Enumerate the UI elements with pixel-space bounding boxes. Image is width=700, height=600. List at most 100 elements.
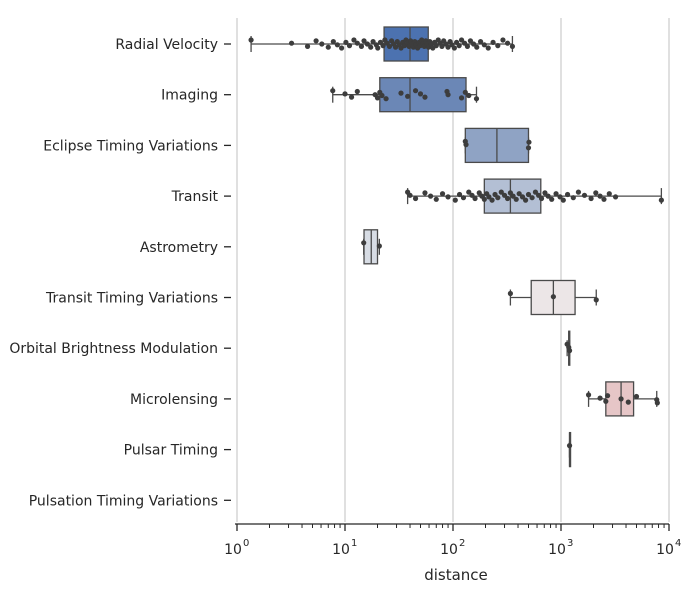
y-tick-label: Astrometry [140,240,218,256]
data-point [581,192,588,198]
data-point [445,44,451,50]
data-point [370,39,376,45]
data-point [354,40,360,46]
data-point [351,37,357,43]
x-tick-label: 10 [656,542,674,558]
data-point [346,43,353,49]
y-tick-label: Eclipse Timing Variations [43,138,218,154]
x-tick-label-exponent: 1 [351,538,357,549]
x-tick-label: 10 [332,542,350,558]
x-tick-label-exponent: 0 [243,538,249,549]
data-point [472,195,478,202]
x-tick-label: 10 [440,542,458,558]
x-axis-title: distance [424,566,488,584]
data-point [654,400,660,406]
data-point [513,196,519,202]
data-point [376,243,382,249]
y-tick-label: Imaging [161,88,218,104]
data-point [342,91,348,97]
data-point [585,392,592,398]
data-point [481,196,487,202]
x-tick-label-exponent: 2 [459,538,465,549]
data-point [526,139,532,145]
data-point [504,40,511,46]
data-point [500,37,506,43]
data-point [354,88,360,95]
data-point [330,39,336,45]
data-point [456,191,463,198]
data-point [313,38,319,44]
data-point [368,44,374,50]
data-point [466,92,472,99]
data-point [545,193,551,199]
data-point [604,393,611,399]
data-point [477,39,484,45]
data-point [433,196,439,202]
data-point [433,43,439,49]
data-point [375,45,381,51]
data-point [593,297,599,303]
data-point [504,195,511,202]
data-point [456,43,462,49]
data-point [597,193,603,199]
x-tick-label-exponent: 3 [567,538,573,549]
data-point [625,399,631,405]
data-point [495,195,501,201]
data-point [633,393,640,400]
data-point [519,194,526,200]
data-point [566,348,573,354]
data-point [364,41,370,47]
data-point [383,96,389,102]
data-point [439,43,445,50]
data-point [374,95,381,101]
data-point [427,193,434,199]
data-point [658,197,664,203]
data-point [358,43,365,50]
data-point [525,145,532,151]
data-point [509,43,516,50]
data-point [319,41,325,47]
data-point [348,94,355,100]
data-point [467,38,474,44]
data-point [485,45,491,51]
data-point [553,191,559,197]
data-point [522,197,529,203]
data-point [422,190,428,196]
data-point [489,197,495,203]
data-point [412,195,419,202]
data-point [516,191,522,197]
data-point [618,396,624,402]
data-point [248,37,254,43]
data-point [325,44,331,50]
data-point [473,96,480,102]
data-point [445,194,451,200]
y-tick-label: Radial Velocity [115,37,218,53]
data-point [386,43,393,50]
data-point [481,42,487,48]
data-point [463,142,469,148]
y-tick-label: Orbital Brightness Modulation [9,341,218,357]
y-tick-label: Transit Timing Variations [45,291,218,307]
data-point [361,38,367,44]
data-point [451,45,457,51]
y-tick-label: Pulsar Timing [124,443,218,459]
data-point [439,191,446,197]
y-tick-label: Pulsation Timing Variations [29,493,218,509]
data-point [566,443,573,449]
data-point [542,190,548,196]
data-point [549,196,555,202]
y-tick-label: Transit [171,189,219,205]
strip-points [248,37,664,449]
data-point [538,195,545,202]
data-point [550,294,556,300]
data-point [338,45,345,51]
data-point [361,240,367,246]
x-tick-label: 10 [224,542,242,558]
data-point [498,189,504,195]
data-point [601,196,607,202]
data-point [464,43,471,50]
data-point [510,193,516,199]
data-point [486,194,492,200]
